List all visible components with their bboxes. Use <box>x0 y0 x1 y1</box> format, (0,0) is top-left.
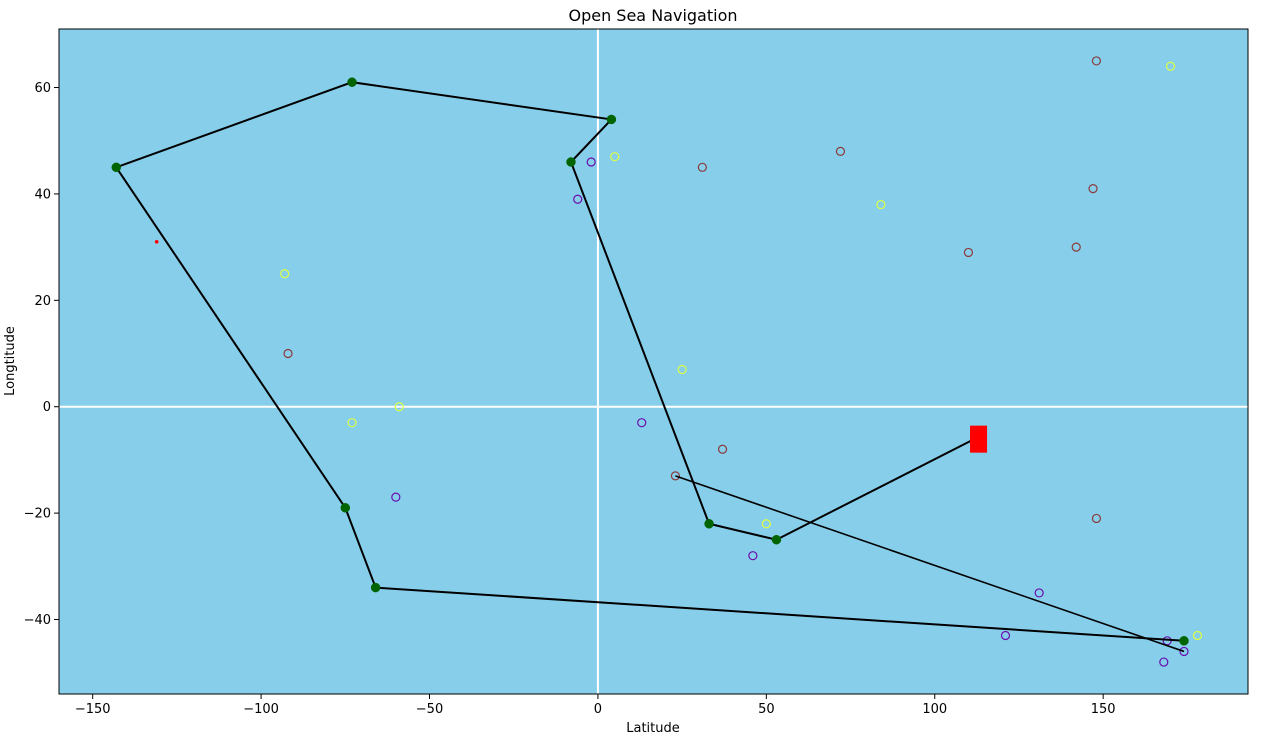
route-layer <box>111 77 1189 653</box>
route-waypoint-3 <box>566 157 576 167</box>
y-axis-label: Longtitude <box>3 326 18 396</box>
scatter-point-1-6 <box>347 418 357 428</box>
scatter-point-0-4 <box>1071 242 1081 252</box>
scatter-point-0-5 <box>963 247 974 258</box>
start-marker <box>154 240 159 244</box>
x-tick-label-5: 100 <box>922 702 947 717</box>
route-line <box>114 81 1185 642</box>
x-tick-label-0: −150 <box>75 702 111 717</box>
route-waypoint-2 <box>704 519 714 529</box>
scatter-point-2-1 <box>573 194 583 204</box>
scatter-point-1-0 <box>1165 61 1176 71</box>
route-waypoint-9 <box>1179 636 1189 646</box>
scatter-point-0-7 <box>717 444 728 454</box>
x-tick-label-4: 50 <box>758 702 775 717</box>
extra-route-line <box>675 475 1185 653</box>
scatter-point-1-4 <box>677 364 687 375</box>
y-tick-label-0: −40 <box>24 613 51 628</box>
scatter-point-1-5 <box>394 402 404 412</box>
scatter-point-0-2 <box>697 162 707 172</box>
scatter-point-0-6 <box>283 348 293 359</box>
x-tick-label-6: 150 <box>1091 702 1116 717</box>
scatter-point-0-8 <box>670 471 680 481</box>
route-waypoint-8 <box>370 582 381 593</box>
scatter-point-2-9 <box>1159 657 1169 667</box>
scatter-point-2-8 <box>1179 646 1189 657</box>
x-tick-label-2: −50 <box>416 702 443 717</box>
route-waypoint-1 <box>771 534 782 545</box>
destination-marker <box>970 425 988 453</box>
y-tick-label-5: 60 <box>34 81 51 96</box>
scatter-point-0-0 <box>1091 56 1102 66</box>
scatter-point-2-4 <box>748 551 758 561</box>
scatter-point-0-1 <box>835 146 846 156</box>
scatter-point-0-9 <box>1091 513 1102 524</box>
y-axis-ticks: −40 −20 0 20 40 60 <box>24 81 59 628</box>
scatter-point-1-8 <box>1192 630 1203 641</box>
route-waypoint-6 <box>111 162 122 173</box>
scatter-point-2-6 <box>1000 630 1011 641</box>
scatter-point-1-7 <box>761 519 771 529</box>
plot-frame <box>58 28 1249 695</box>
scatter-point-2-2 <box>637 418 647 428</box>
route-waypoint-7 <box>340 503 351 513</box>
scatter-point-2-5 <box>1034 588 1044 598</box>
plot-area <box>59 29 1248 694</box>
y-tick-label-3: 20 <box>34 294 51 309</box>
y-tick-label-1: −20 <box>24 507 51 522</box>
route-waypoint-5 <box>347 77 357 87</box>
scatter-point-1-3 <box>280 269 290 279</box>
x-axis-ticks: −150 −100 −50 0 50 100 150 <box>75 694 1116 717</box>
y-tick-label-2: 0 <box>43 400 51 415</box>
route-waypoint-4 <box>606 114 617 125</box>
x-axis-label: Latitude <box>626 721 680 736</box>
scatter-point-0-3 <box>1088 184 1098 194</box>
x-tick-label-1: −100 <box>243 702 279 717</box>
chart-title: Open Sea Navigation <box>568 6 737 25</box>
x-tick-label-3: 0 <box>594 702 602 717</box>
scatter-point-1-2 <box>876 199 886 210</box>
y-tick-label-4: 40 <box>34 187 51 202</box>
reference-lines <box>59 29 1248 694</box>
scatter-point-1-1 <box>610 152 620 162</box>
special-markers <box>154 240 988 453</box>
scatter-point-2-3 <box>391 492 401 502</box>
scatter-point-2-0 <box>586 157 596 167</box>
